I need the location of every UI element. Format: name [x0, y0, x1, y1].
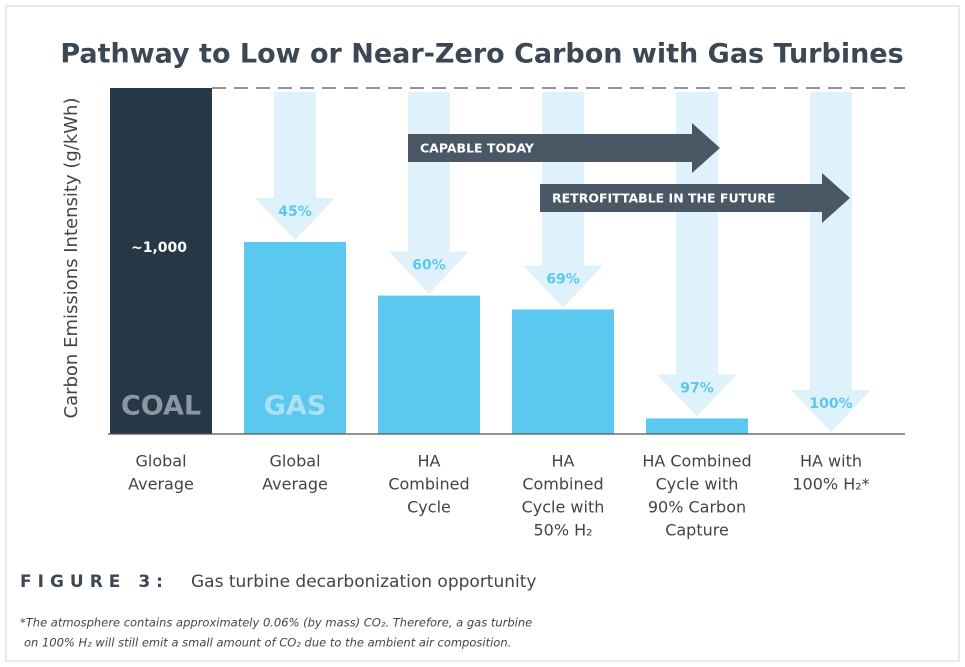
x-tick-label: Cycle	[407, 498, 451, 517]
x-tick-label: 50% H₂	[533, 521, 592, 540]
x-tick-label: HA	[552, 452, 575, 471]
footnote: on 100% H₂ will still emit a small amoun…	[24, 636, 511, 650]
bar-label: GAS	[264, 391, 327, 422]
bar	[110, 88, 212, 434]
reduction-label: 69%	[546, 271, 580, 287]
bar	[378, 295, 480, 434]
reduction-arrow	[791, 92, 871, 432]
bar	[512, 309, 614, 434]
x-tick-label: 90% Carbon	[648, 498, 746, 517]
y-axis-label: Carbon Emissions Intensity (g/kWh)	[61, 98, 82, 419]
x-tick-label: HA	[418, 452, 441, 471]
x-tick-label: HA with	[800, 452, 862, 471]
bar	[646, 418, 748, 434]
x-tick-label: Combined	[388, 475, 469, 494]
reduction-arrow	[657, 92, 737, 417]
x-tick-label: 100% H₂*	[792, 475, 869, 494]
footnote: *The atmosphere contains approximately 0…	[20, 616, 532, 630]
x-tick-label: Cycle with	[522, 498, 605, 517]
arrow	[540, 173, 850, 223]
reduction-label: 97%	[680, 380, 714, 396]
x-tick-label: Global	[135, 452, 186, 471]
caption: Gas turbine decarbonization opportunity	[191, 572, 536, 592]
reduction-label: 100%	[809, 396, 852, 412]
figure-label: FIGURE 3:	[20, 572, 169, 592]
arrow-label: CAPABLE TODAY	[420, 141, 535, 156]
x-tick-label: Cycle with	[656, 475, 739, 494]
chart-title: Pathway to Low or Near-Zero Carbon with …	[60, 39, 903, 70]
x-tick-label: Capture	[665, 521, 729, 540]
x-tick-label: Average	[128, 475, 194, 494]
x-tick-label: Combined	[522, 475, 603, 494]
bar	[244, 241, 346, 434]
reduction-label: 45%	[278, 204, 312, 220]
value-label: ~1,000	[131, 240, 187, 256]
arrow	[408, 123, 720, 173]
bar-label: COAL	[121, 391, 201, 422]
x-tick-label: Global	[269, 452, 320, 471]
reduction-label: 60%	[412, 258, 446, 274]
x-tick-label: Average	[262, 475, 328, 494]
reduction-arrow	[255, 92, 335, 240]
arrow-label: RETROFITTABLE IN THE FUTURE	[552, 191, 775, 206]
x-tick-label: HA Combined	[642, 452, 751, 471]
